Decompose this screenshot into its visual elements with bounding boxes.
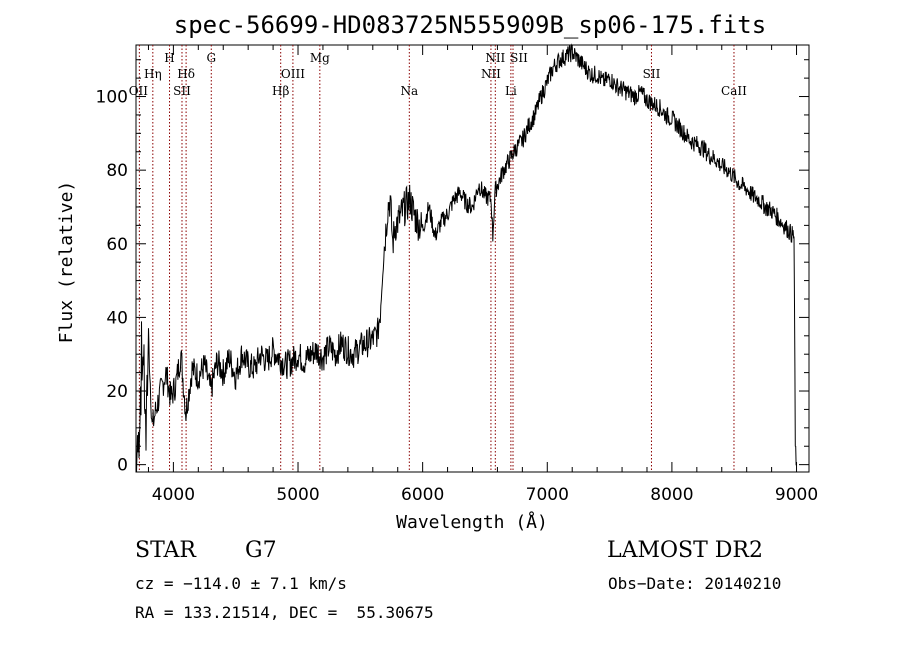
y-tick-label: 40 xyxy=(106,308,128,328)
x-tick-label: 7000 xyxy=(526,485,569,505)
line-marker-label: G xyxy=(206,51,216,65)
axis-ticks: 4000 5000 6000 7000 8000 9000 0 20 40 60 80 100 xyxy=(96,45,818,505)
line-marker-label: NII xyxy=(481,67,501,81)
line-marker-label: Li xyxy=(505,84,517,98)
x-tick-label: 6000 xyxy=(401,485,444,505)
line-marker-label: Hη xyxy=(144,67,162,81)
x-tick-label: 8000 xyxy=(650,485,693,505)
line-marker-label: Hβ xyxy=(272,84,289,98)
y-tick-label: 20 xyxy=(106,382,128,402)
object-class: STAR xyxy=(135,538,196,563)
obs-date: Obs−Date: 20140210 xyxy=(608,574,782,593)
coordinates-line: RA = 133.21514, DEC = 55.30675 xyxy=(135,603,434,622)
plot-frame xyxy=(135,44,810,473)
line-marker-label: OII xyxy=(129,84,149,98)
chart-title: spec-56699-HD083725N555909B_sp06-175.fit… xyxy=(174,11,766,39)
x-axis-label: Wavelength (Å) xyxy=(396,511,548,533)
line-marker-label: Mg xyxy=(310,51,330,65)
line-marker-label: Na xyxy=(400,84,418,98)
line-markers: OII HηH SII Hδ G Hβ OIII Mg Na NII NII Li SII SII CaII xyxy=(129,45,747,472)
object-subclass: G7 xyxy=(245,538,277,563)
x-tick-label: 5000 xyxy=(276,485,319,505)
line-marker-label: SII xyxy=(510,51,528,65)
y-tick-label: 60 xyxy=(106,235,128,255)
line-marker-label: H xyxy=(164,51,174,65)
line-marker-label: Hδ xyxy=(177,67,195,81)
line-marker-label: SII xyxy=(643,67,661,81)
x-tick-label: 4000 xyxy=(152,485,195,505)
line-marker-label: CaII xyxy=(721,84,747,98)
line-marker-label: OIII xyxy=(281,67,305,81)
x-tick-label: 9000 xyxy=(775,485,818,505)
y-tick-label: 0 xyxy=(117,456,128,476)
y-tick-label: 80 xyxy=(106,161,128,181)
line-marker-label: NII xyxy=(485,51,505,65)
y-tick-label: 100 xyxy=(96,88,128,108)
line-marker-label: SII xyxy=(173,84,191,98)
redshift-line: cz = −114.0 ± 7.1 km/s xyxy=(135,574,347,593)
survey-name: LAMOST DR2 xyxy=(607,538,763,563)
y-axis-label: Flux (relative) xyxy=(56,181,77,344)
spectrum-line xyxy=(135,43,797,473)
